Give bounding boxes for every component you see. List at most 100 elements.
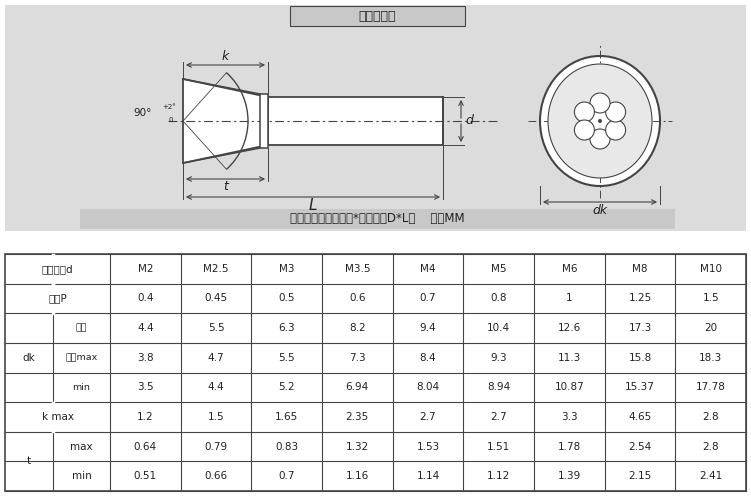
Text: dk: dk [593,204,608,218]
Polygon shape [578,96,622,146]
Text: 0.64: 0.64 [134,441,157,451]
Text: 8.04: 8.04 [417,382,439,392]
Text: 6.94: 6.94 [345,382,369,392]
Polygon shape [183,79,268,163]
Text: 0.83: 0.83 [275,441,298,451]
Text: d: d [465,115,473,127]
Text: 理讽max: 理讽max [65,353,98,362]
Text: min: min [71,471,92,481]
Text: 11.3: 11.3 [558,353,581,363]
Text: 1.65: 1.65 [275,412,298,422]
Text: 2.35: 2.35 [345,412,369,422]
Text: L: L [309,198,317,213]
Text: 8.94: 8.94 [487,382,510,392]
Text: 2.15: 2.15 [629,471,652,481]
Text: 0.51: 0.51 [134,471,157,481]
Ellipse shape [605,120,626,140]
Text: 2.8: 2.8 [702,412,719,422]
Ellipse shape [575,102,594,122]
Text: 10.87: 10.87 [554,382,584,392]
Text: 0: 0 [169,117,173,123]
Text: 0.7: 0.7 [420,294,436,304]
Text: t: t [223,181,228,193]
Text: min: min [73,383,90,392]
Text: M6: M6 [562,264,577,274]
Ellipse shape [575,120,594,140]
Ellipse shape [590,93,610,113]
Text: max: max [70,441,93,451]
Text: M5: M5 [491,264,506,274]
Text: 12.6: 12.6 [558,323,581,333]
Text: 4.4: 4.4 [137,323,154,333]
Text: 5.5: 5.5 [208,323,225,333]
Bar [268,97,443,145]
Text: 0.5: 0.5 [279,294,295,304]
Text: 1.78: 1.78 [558,441,581,451]
Text: 15.37: 15.37 [625,382,655,392]
Text: M2: M2 [137,264,153,274]
Text: 0.8: 0.8 [490,294,507,304]
Text: 9.3: 9.3 [490,353,507,363]
Text: 5.5: 5.5 [279,353,295,363]
Text: 8.2: 8.2 [349,323,366,333]
Text: 1.16: 1.16 [345,471,369,481]
Text: dk: dk [23,353,35,363]
Text: 1.5: 1.5 [702,294,719,304]
Bar [80,209,675,229]
Text: 1.51: 1.51 [487,441,510,451]
Text: 规格组成：螺纹直径*总长度（D*L）    单位MM: 规格组成：螺纹直径*总长度（D*L） 单位MM [290,212,464,226]
Text: 4.4: 4.4 [208,382,225,392]
Text: 20: 20 [704,323,717,333]
Text: 2.7: 2.7 [420,412,436,422]
Text: 15.8: 15.8 [629,353,652,363]
Bar [290,6,465,26]
Text: 1.25: 1.25 [629,294,652,304]
Text: 3.8: 3.8 [137,353,154,363]
Text: 2.41: 2.41 [699,471,722,481]
Text: 1.5: 1.5 [208,412,225,422]
Text: M3.5: M3.5 [345,264,370,274]
Text: 10.4: 10.4 [487,323,510,333]
Text: 1.39: 1.39 [558,471,581,481]
Text: +2°: +2° [162,104,176,110]
Bar [5,5,746,231]
Text: 1.32: 1.32 [345,441,369,451]
Text: 17.3: 17.3 [629,323,652,333]
Text: 公称: 公称 [76,323,87,332]
Ellipse shape [590,129,610,149]
Ellipse shape [548,64,652,178]
Text: 螺纹规格d: 螺纹规格d [42,264,74,274]
Ellipse shape [605,102,626,122]
Text: 2.7: 2.7 [490,412,507,422]
Text: 1.2: 1.2 [137,412,154,422]
Text: 图纸示意图: 图纸示意图 [358,9,396,22]
Text: M8: M8 [632,264,648,274]
Text: 0.45: 0.45 [204,294,228,304]
Text: 1: 1 [566,294,573,304]
Bar [260,94,268,148]
Text: 90°: 90° [134,108,152,118]
Text: 1.14: 1.14 [416,471,439,481]
Text: 5.2: 5.2 [279,382,295,392]
Text: 4.65: 4.65 [629,412,652,422]
Text: 1.12: 1.12 [487,471,510,481]
Bar [5,254,746,491]
Text: 9.4: 9.4 [420,323,436,333]
Text: 2.8: 2.8 [702,441,719,451]
Text: 4.7: 4.7 [208,353,225,363]
Text: 3.5: 3.5 [137,382,154,392]
Text: 0.66: 0.66 [204,471,228,481]
Text: M10: M10 [700,264,722,274]
Text: k: k [222,51,229,63]
Text: 0.4: 0.4 [137,294,154,304]
Ellipse shape [540,56,660,186]
Text: M3: M3 [279,264,294,274]
Text: 0.7: 0.7 [279,471,295,481]
Text: 0.6: 0.6 [349,294,366,304]
Text: 3.3: 3.3 [561,412,578,422]
Text: 17.78: 17.78 [695,382,725,392]
Text: M4: M4 [421,264,436,274]
Ellipse shape [598,119,602,123]
Text: 6.3: 6.3 [279,323,295,333]
Text: 螺距P: 螺距P [48,294,67,304]
